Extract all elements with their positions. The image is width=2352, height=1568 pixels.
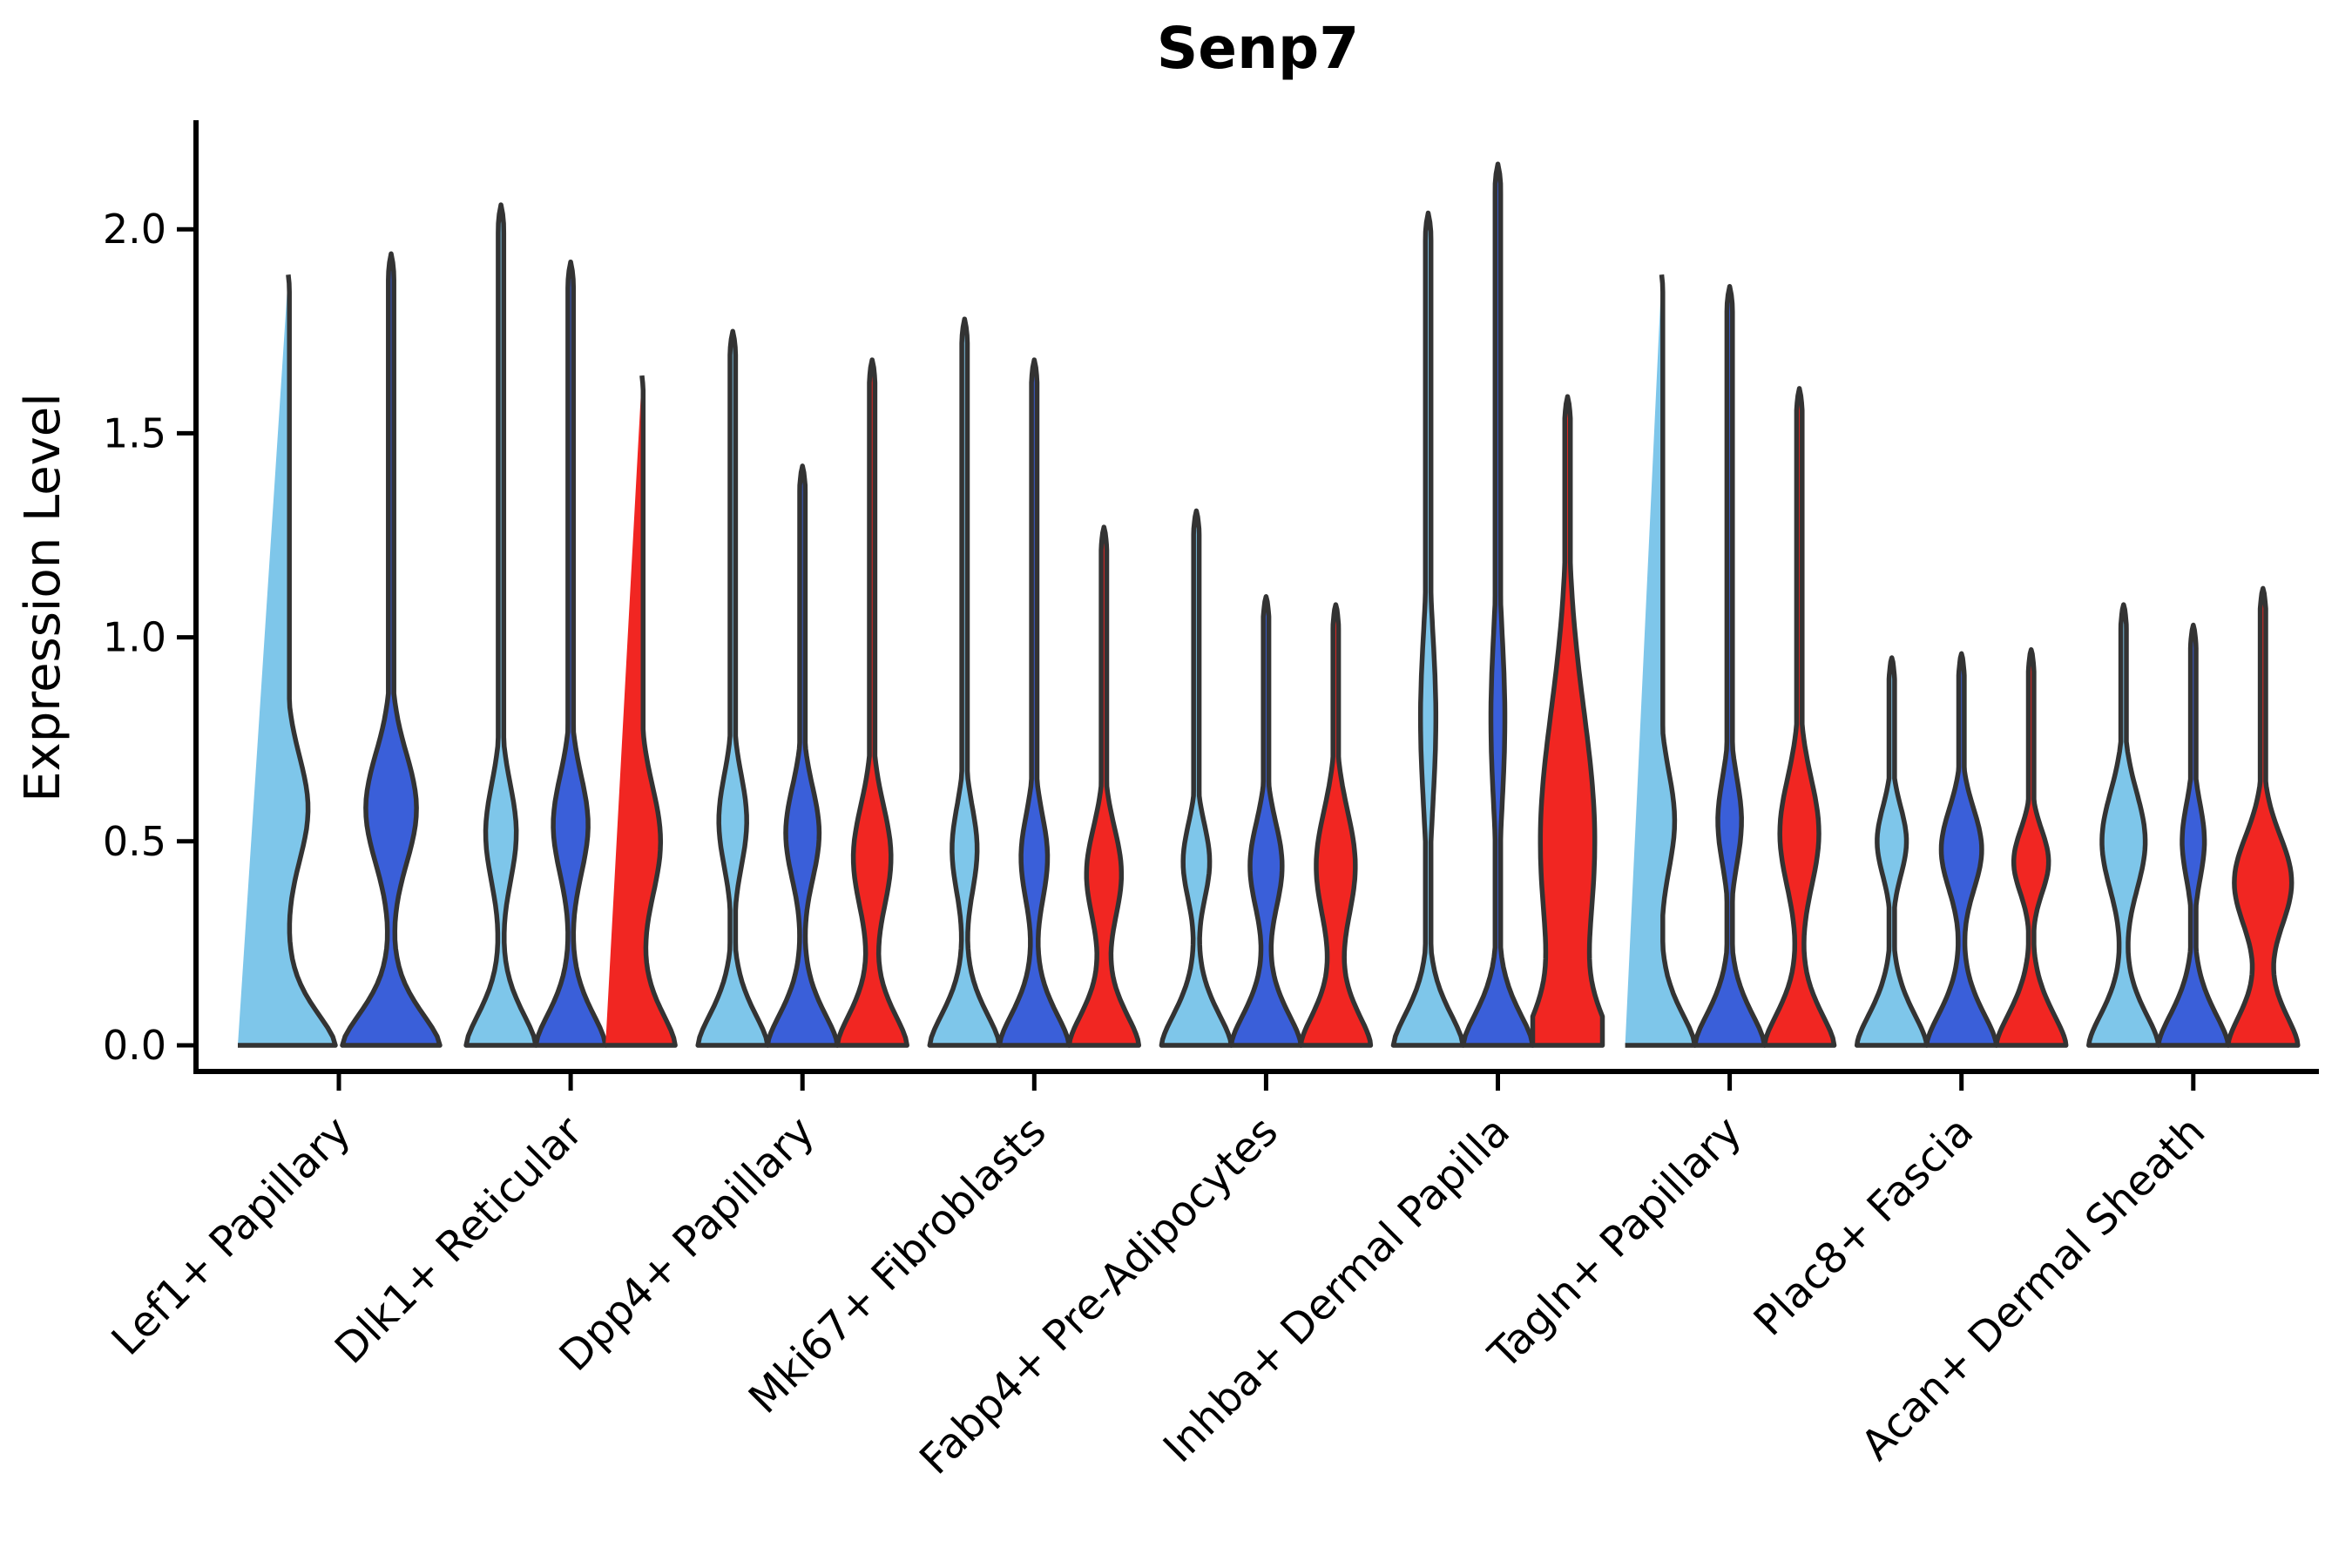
violin-dpp4-papillary-dark-blue xyxy=(765,463,840,1048)
violin-lef1-papillary-light-blue xyxy=(238,274,338,1048)
violin-mki67-fibroblasts-light-blue xyxy=(927,316,1003,1048)
violin-mki67-fibroblasts-dark-blue xyxy=(997,357,1072,1048)
y-tick-label: 0.5 xyxy=(103,818,166,865)
y-tick-label: 0.0 xyxy=(103,1022,166,1069)
violin-acan-dermal-sheath-dark-blue xyxy=(2156,622,2231,1048)
violin-acan-dermal-sheath-red xyxy=(2226,585,2301,1048)
violin-tagln-papillary-red xyxy=(1761,386,1837,1048)
y-tick-label: 1.5 xyxy=(103,409,166,456)
violin-fabp4-pre-adipocytes-light-blue xyxy=(1159,508,1234,1048)
violin-inhba-dermal-papilla-light-blue xyxy=(1390,210,1466,1048)
violin-dlk1-reticular-dark-blue xyxy=(533,259,608,1048)
violin-dpp4-papillary-red xyxy=(835,357,909,1048)
violin-lef1-papillary-dark-blue xyxy=(340,251,443,1048)
violin-plac8-fascia-dark-blue xyxy=(1923,651,1999,1048)
violin-dlk1-reticular-light-blue xyxy=(463,202,538,1048)
x-category-label-plac8-fascia: Plac8+ Fascia xyxy=(1745,1107,1984,1346)
x-category-label-dlk1-reticular: Dlk1+ Reticular xyxy=(326,1107,592,1374)
chart-title: Senp7 xyxy=(1157,15,1359,82)
y-tick-label: 2.0 xyxy=(103,206,166,253)
violin-dlk1-reticular-red xyxy=(605,375,678,1048)
y-tick-label: 1.0 xyxy=(103,614,166,661)
violin-fabp4-pre-adipocytes-dark-blue xyxy=(1228,594,1304,1048)
x-category-label-dpp4-papillary: Dpp4+ Papillary xyxy=(551,1107,824,1381)
violin-plac8-fascia-light-blue xyxy=(1854,655,1930,1048)
violin-inhba-dermal-papilla-red xyxy=(1530,394,1605,1048)
x-category-label-tagln-papillary: Tagln+ Papillary xyxy=(1479,1107,1751,1379)
violin-plac8-fascia-red xyxy=(1993,646,2069,1048)
x-category-label-lef1-papillary: Lef1+ Papillary xyxy=(103,1107,361,1365)
violins-layer xyxy=(238,161,2301,1048)
violin-mki67-fibroblasts-red xyxy=(1066,524,1142,1048)
violin-fabp4-pre-adipocytes-red xyxy=(1298,602,1374,1048)
violin-inhba-dermal-papilla-dark-blue xyxy=(1460,161,1536,1048)
violin-acan-dermal-sheath-light-blue xyxy=(2086,602,2161,1048)
violin-tagln-papillary-dark-blue xyxy=(1692,284,1767,1048)
violin-dpp4-papillary-light-blue xyxy=(695,328,770,1048)
violin-tagln-papillary-light-blue xyxy=(1625,274,1698,1048)
y-axis-label: Expression Level xyxy=(15,393,71,802)
